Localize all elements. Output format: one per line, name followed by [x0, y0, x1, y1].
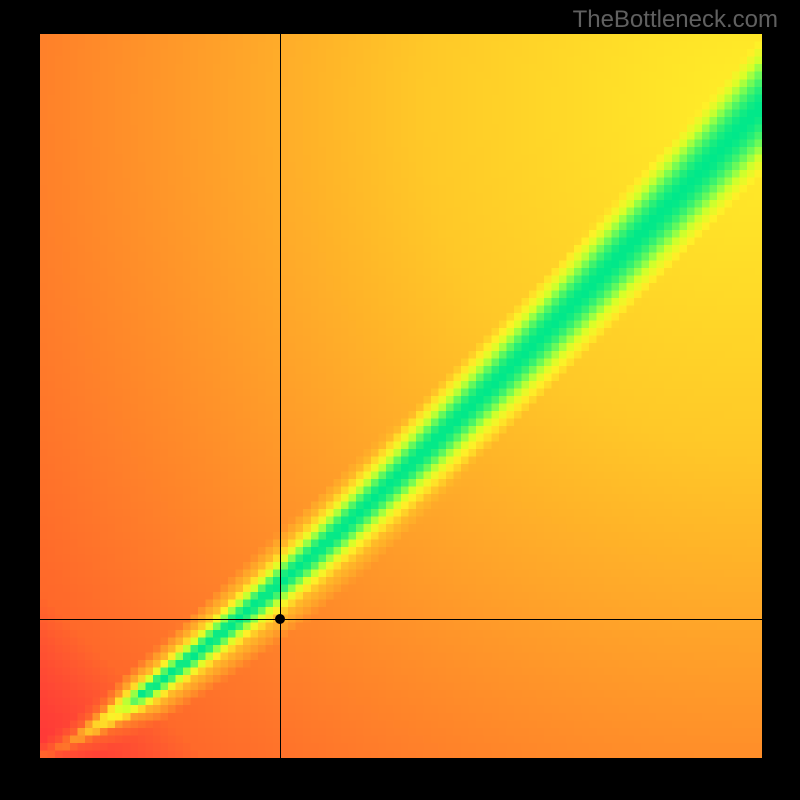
crosshair-horizontal [40, 619, 762, 620]
marker-dot [275, 614, 285, 624]
heatmap-canvas [40, 34, 762, 758]
attribution-text: TheBottleneck.com [573, 6, 778, 34]
crosshair-vertical [280, 34, 281, 758]
plot-area [40, 34, 762, 758]
chart-container: TheBottleneck.com [0, 0, 800, 800]
